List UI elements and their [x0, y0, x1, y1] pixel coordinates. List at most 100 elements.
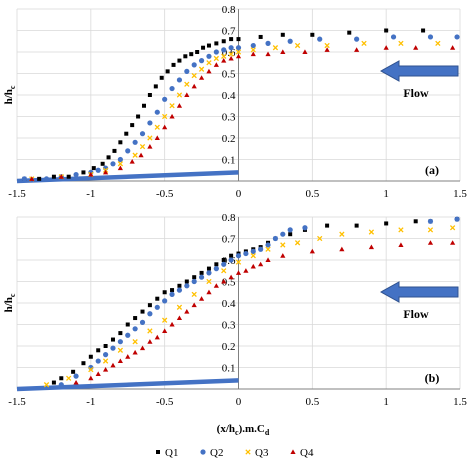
- y-tick-label: 0.2: [222, 133, 236, 145]
- data-point: [110, 161, 116, 167]
- data-point: [339, 246, 345, 252]
- data-point: [250, 51, 256, 57]
- data-point: [147, 144, 153, 149]
- data-point: [191, 291, 197, 298]
- data-point: [125, 332, 131, 338]
- y-tick-label: 0.3: [222, 112, 236, 124]
- data-point: [110, 345, 116, 351]
- y-tick-label: 0.4: [222, 298, 236, 310]
- data-point: [154, 334, 160, 340]
- y-tick-label: 0.3: [222, 320, 236, 332]
- data-point: [96, 348, 101, 353]
- data-point: [154, 135, 160, 140]
- data-point: [73, 373, 79, 379]
- legend-item-q1: Q1: [156, 447, 178, 459]
- data-point: [29, 176, 35, 181]
- data-point: [112, 148, 117, 153]
- x-tick-label: 1: [383, 396, 389, 408]
- y-tick-label: 0.4: [222, 90, 236, 102]
- data-point: [206, 289, 212, 295]
- panel-label: (a): [425, 163, 439, 177]
- y-tick-label: 0.1: [222, 363, 236, 375]
- data-point: [147, 328, 153, 334]
- series-q4: [29, 45, 456, 181]
- data-point: [125, 148, 131, 154]
- data-point: [153, 84, 158, 89]
- svg-text:(x/hc).m.Cd: (x/hc).m.Cd: [217, 423, 270, 437]
- data-point: [184, 279, 189, 284]
- data-point: [147, 135, 153, 141]
- data-point: [37, 176, 42, 181]
- data-point: [177, 283, 182, 288]
- data-point: [250, 47, 256, 53]
- data-point: [184, 92, 190, 97]
- x-tick-label: -1: [86, 396, 95, 408]
- legend-marker: [156, 450, 160, 454]
- data-point: [58, 174, 64, 179]
- data-point: [228, 55, 234, 61]
- data-point: [324, 42, 330, 49]
- data-point: [154, 124, 160, 130]
- data-point: [272, 45, 279, 51]
- data-point: [169, 103, 175, 109]
- data-point: [427, 34, 434, 40]
- data-point: [170, 288, 175, 293]
- data-point: [302, 49, 308, 54]
- data-point: [73, 379, 79, 385]
- data-point: [214, 41, 219, 46]
- data-point: [95, 371, 101, 376]
- bed-line: [16, 170, 239, 184]
- data-point: [390, 34, 397, 40]
- data-point: [368, 229, 375, 235]
- data-point: [250, 42, 256, 49]
- data-point: [117, 156, 123, 163]
- data-point: [162, 317, 168, 323]
- data-point: [206, 53, 212, 59]
- data-point: [317, 36, 323, 42]
- data-point: [184, 68, 190, 74]
- data-point: [235, 253, 242, 259]
- data-point: [435, 40, 441, 47]
- data-point: [361, 40, 367, 47]
- data-point: [176, 103, 183, 108]
- data-point: [221, 278, 227, 284]
- data-point: [176, 287, 183, 293]
- data-point: [169, 85, 175, 92]
- x-tick-label: -0.5: [156, 188, 174, 200]
- data-point: [310, 32, 315, 37]
- data-point: [454, 216, 460, 222]
- data-point: [272, 235, 279, 242]
- data-point: [51, 174, 56, 179]
- data-point: [154, 304, 160, 310]
- flow-arrow: [379, 60, 459, 82]
- data-point: [309, 248, 315, 254]
- data-point: [206, 43, 211, 48]
- data-point: [117, 347, 124, 353]
- data-point: [184, 309, 190, 314]
- data-point: [258, 34, 263, 39]
- series-q3: [43, 225, 456, 388]
- data-point: [136, 114, 141, 119]
- data-point: [184, 283, 190, 289]
- flow-label: Flow: [403, 307, 429, 321]
- data-point: [280, 49, 286, 54]
- data-point: [43, 176, 50, 182]
- series-q2: [58, 216, 460, 388]
- flow-label: Flow: [403, 86, 429, 100]
- data-point: [384, 28, 389, 33]
- data-point: [176, 304, 183, 310]
- data-point: [398, 40, 404, 47]
- legend-item-q2: Q2: [200, 447, 223, 459]
- x-tick-label: 0.5: [305, 396, 319, 408]
- data-point: [280, 231, 286, 237]
- data-point: [398, 242, 404, 247]
- legend-marker: [245, 449, 251, 455]
- y-tick-label: 0.7: [222, 26, 236, 38]
- legend-item-q4: Q4: [290, 447, 314, 459]
- data-point: [294, 240, 301, 246]
- data-point: [339, 231, 345, 237]
- data-point: [201, 45, 206, 50]
- y-tick-label: 0.7: [222, 234, 236, 246]
- data-point: [368, 244, 374, 250]
